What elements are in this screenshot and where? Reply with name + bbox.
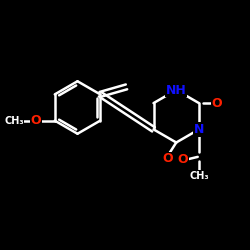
Text: N: N xyxy=(194,123,204,136)
Text: O: O xyxy=(212,96,222,110)
Text: O: O xyxy=(162,152,173,165)
Text: CH₃: CH₃ xyxy=(189,171,209,180)
Text: NH: NH xyxy=(166,84,186,96)
Text: CH₃: CH₃ xyxy=(4,116,24,126)
Text: O: O xyxy=(31,114,41,127)
Text: O: O xyxy=(178,153,188,166)
